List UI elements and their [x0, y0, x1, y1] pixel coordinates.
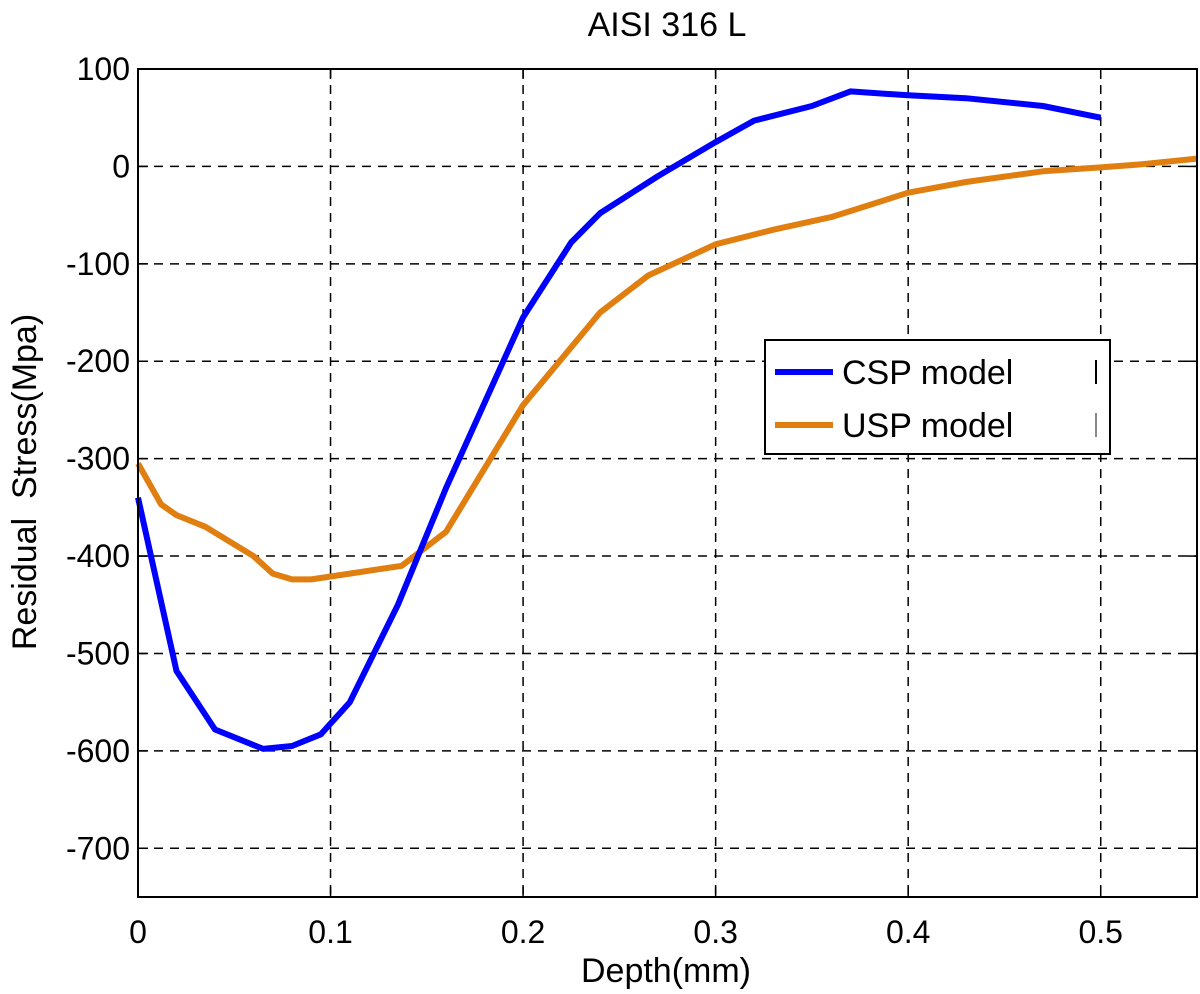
y-tick-label: -100 [66, 246, 130, 282]
y-tick-label: -700 [66, 830, 130, 866]
x-tick-label: 0 [129, 914, 147, 950]
x-tick-label: 0.4 [886, 914, 930, 950]
series-line-usp [135, 155, 1198, 583]
y-tick-label: -500 [66, 635, 130, 671]
legend: CSP model USP model [764, 339, 1111, 455]
legend-label-usp: USP model [842, 407, 1013, 445]
plot-frame [137, 68, 1198, 898]
y-axis-ticks: 100 0 -100 -200 -300 -400 -500 -600 -700 [66, 51, 1197, 866]
y-tick-label: -400 [66, 538, 130, 574]
x-tick-label: 0.2 [501, 914, 545, 950]
x-tick-label: 0.1 [308, 914, 352, 950]
y-tick-label: -600 [66, 733, 130, 769]
legend-label-csp: CSP model [842, 354, 1013, 392]
x-axis-label: Depth(mm) [581, 952, 751, 990]
grid [138, 69, 1197, 897]
series-line-csp [135, 88, 1102, 752]
x-tick-label: 0.3 [693, 914, 737, 950]
chart-title: AISI 316 L [588, 6, 747, 44]
y-tick-label: -300 [66, 441, 130, 477]
series-layer [135, 88, 1198, 752]
y-tick-label: 100 [77, 51, 130, 87]
x-axis-ticks: 0 0.1 0.2 0.3 0.4 0.5 [129, 69, 1123, 950]
legend-box [764, 339, 1111, 455]
y-tick-label: -200 [66, 343, 130, 379]
y-tick-label: 0 [112, 148, 130, 184]
x-tick-label: 0.5 [1078, 914, 1122, 950]
y-axis-label: Residual Stress(Mpa) [6, 314, 44, 650]
